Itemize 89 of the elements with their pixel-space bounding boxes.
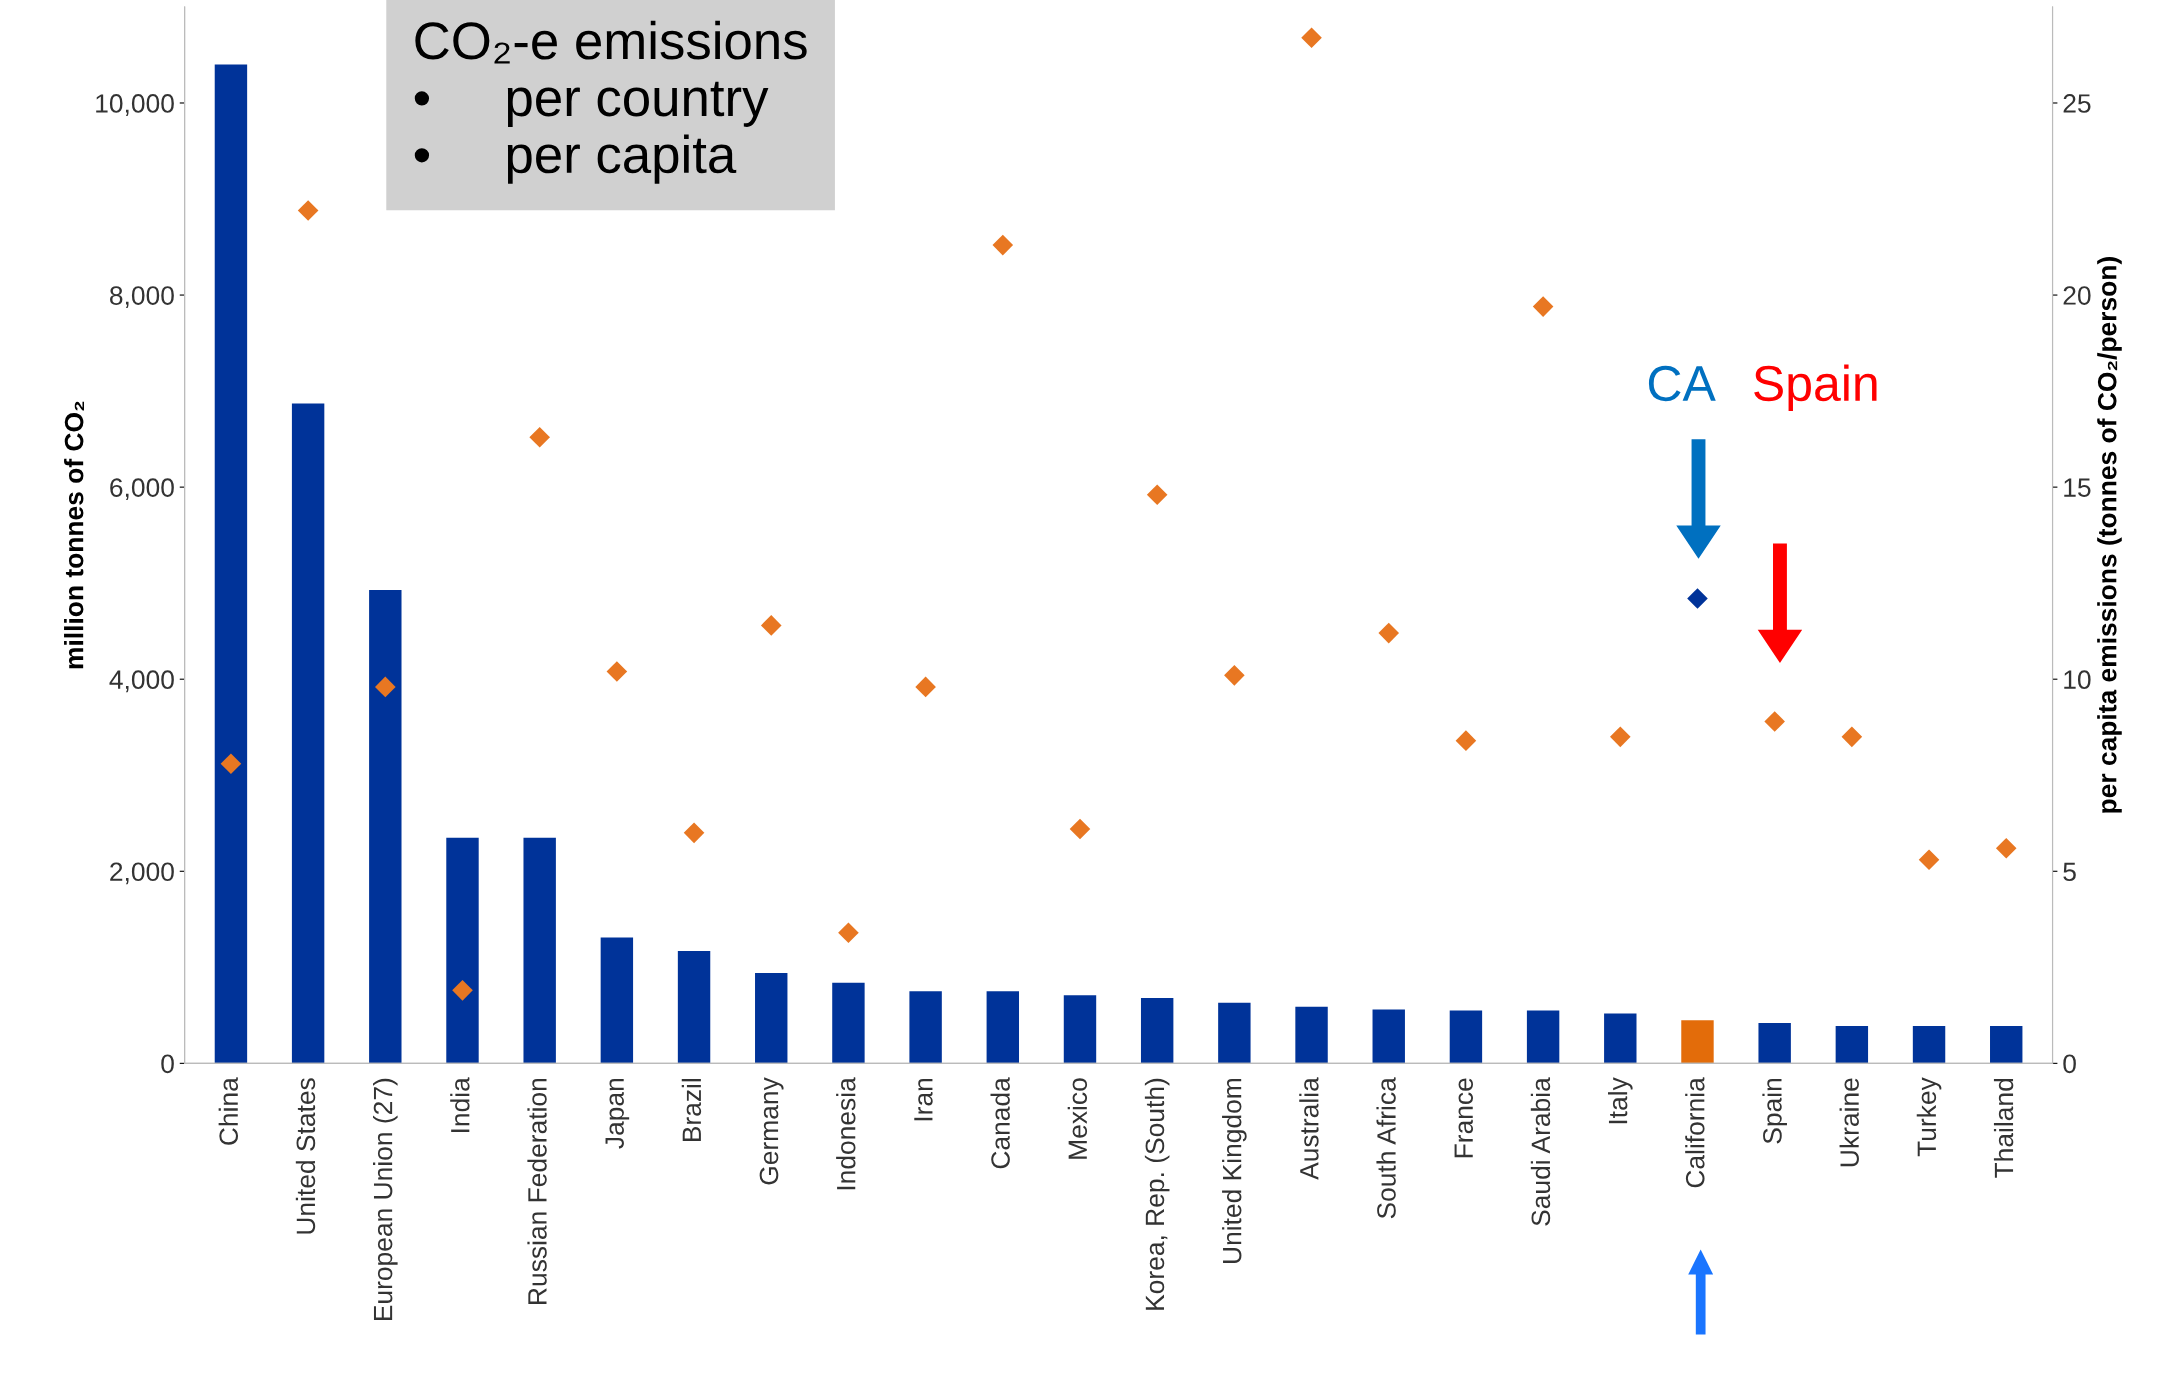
- x-tick-label: Thailand: [1993, 1078, 2014, 1178]
- y2-tick-label: 15: [2064, 478, 2091, 497]
- y2-tick-label: 5: [2063, 862, 2076, 882]
- y-tick-label: 0: [161, 1054, 174, 1074]
- point: [1224, 665, 1245, 686]
- bar: [1912, 1025, 1946, 1064]
- y-tick-label: 2,000: [110, 862, 174, 885]
- y2-tick-label: 20: [2063, 286, 2091, 305]
- x-tick-label: Italy: [1607, 1077, 1633, 1124]
- x-tick-label: Ukraine: [1839, 1078, 1859, 1167]
- x-tick-label: United States: [295, 1078, 316, 1234]
- point: [1378, 622, 1400, 644]
- point: [838, 922, 859, 944]
- point: [220, 753, 242, 775]
- point: [375, 676, 396, 698]
- x-tick-label: China: [218, 1077, 239, 1145]
- point: [1609, 726, 1631, 748]
- y2-tick-label: 25: [2063, 94, 2091, 113]
- y-tick-label: 6,000: [110, 478, 174, 501]
- bar: [1835, 1025, 1869, 1064]
- bar: [909, 991, 942, 1064]
- bar: [523, 837, 556, 1064]
- point: [1841, 726, 1863, 748]
- bar: [1295, 1006, 1328, 1064]
- point: [1687, 588, 1708, 609]
- annotation: CA: [1648, 365, 1716, 402]
- x-tick-label: Canada: [990, 1077, 1010, 1169]
- bar: [1758, 1023, 1791, 1064]
- bar: [1526, 1010, 1560, 1064]
- bar: [1140, 998, 1174, 1064]
- bar: [986, 991, 1020, 1064]
- x-tick-label: Germany: [759, 1077, 784, 1185]
- x-tick-label: Australia: [1299, 1077, 1319, 1180]
- bar: [369, 589, 402, 1064]
- x-tick-label: United Kingdom: [1222, 1078, 1247, 1263]
- bar: [1218, 1002, 1251, 1064]
- bar: [832, 982, 865, 1064]
- bar: [1449, 1010, 1483, 1064]
- y-tick-label: 10,000: [96, 94, 174, 116]
- bar: [1372, 1009, 1405, 1064]
- y-axis-title: million tonnes of CO₂: [64, 401, 84, 669]
- x-tick-label: South Africa: [1376, 1077, 1396, 1219]
- bar: [677, 950, 711, 1064]
- point: [1995, 837, 2017, 859]
- point: [529, 426, 550, 448]
- point: [683, 822, 705, 844]
- y2-axis-title: per capita emissions (tonnes of CO₂/person): [2097, 257, 2122, 813]
- bar: [755, 973, 788, 1064]
- x-tick-label: Turkey: [1916, 1077, 1942, 1157]
- x-tick-label: Spain: [1762, 1078, 1787, 1144]
- point: [1918, 849, 1940, 871]
- x-tick-label: Mexico: [1067, 1078, 1088, 1159]
- bar: [1063, 995, 1097, 1064]
- point: [606, 661, 628, 682]
- annotation: Spain: [1754, 364, 1877, 412]
- point: [1301, 27, 1322, 48]
- x-tick-label: Brazil: [681, 1079, 702, 1142]
- x-tick-label: India: [450, 1077, 470, 1133]
- x-tick-label: California: [1685, 1077, 1705, 1188]
- bar: [1681, 1020, 1714, 1064]
- point: [1146, 484, 1168, 506]
- point: [760, 615, 782, 636]
- point: [992, 234, 1014, 256]
- bar: [1604, 1013, 1637, 1064]
- x-tick-label: Iran: [914, 1078, 933, 1121]
- y2-tick-label: 10: [2064, 670, 2091, 690]
- point: [1455, 730, 1477, 751]
- bar: [214, 64, 248, 1064]
- bar: [1990, 1025, 2023, 1064]
- x-tick-label: Russian Federation: [527, 1078, 547, 1304]
- point: [1532, 296, 1554, 317]
- point: [1764, 711, 1785, 732]
- bar: [446, 837, 479, 1064]
- x-tick-label: European Union (27): [373, 1078, 398, 1321]
- annotation: CO₂-e emissions • per country • per capita: [414, 20, 807, 184]
- point: [1069, 818, 1091, 840]
- x-tick-label: Japan: [605, 1078, 630, 1149]
- point: [452, 980, 473, 1001]
- x-tick-label: Saudi Arabia: [1530, 1077, 1551, 1226]
- y-tick-label: 4,000: [109, 670, 174, 693]
- bar: [600, 937, 634, 1064]
- point: [297, 200, 319, 221]
- bar: [291, 403, 325, 1064]
- x-tick-label: France: [1454, 1078, 1473, 1158]
- y-tick-label: 8,000: [110, 286, 174, 308]
- y2-tick-label: 0: [2063, 1054, 2076, 1074]
- x-tick-label: Korea, Rep. (South): [1144, 1078, 1170, 1310]
- x-tick-label: Indonesia: [836, 1077, 856, 1190]
- point: [915, 676, 936, 698]
